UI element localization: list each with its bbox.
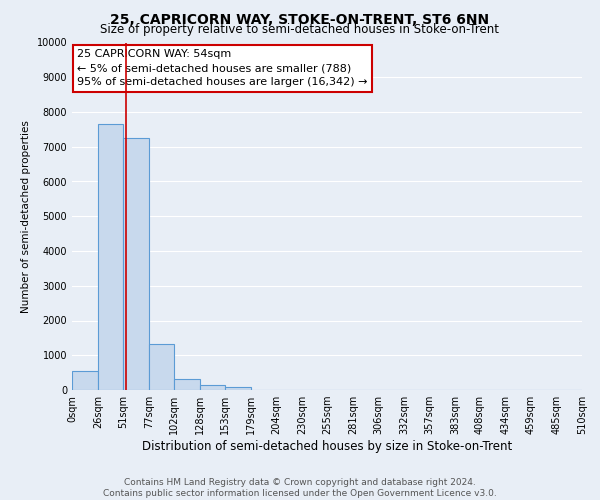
X-axis label: Distribution of semi-detached houses by size in Stoke-on-Trent: Distribution of semi-detached houses by … [142, 440, 512, 453]
Bar [149, 344, 174, 390]
Bar [200, 385, 225, 390]
Text: Size of property relative to semi-detached houses in Stoke-on-Trent: Size of property relative to semi-detach… [101, 22, 499, 36]
Bar [174, 378, 200, 390]
Text: 25, CAPRICORN WAY, STOKE-ON-TRENT, ST6 6NN: 25, CAPRICORN WAY, STOKE-ON-TRENT, ST6 6… [110, 12, 490, 26]
Text: 25 CAPRICORN WAY: 54sqm
← 5% of semi-detached houses are smaller (788)
95% of se: 25 CAPRICORN WAY: 54sqm ← 5% of semi-det… [77, 50, 368, 88]
Bar [123, 138, 149, 390]
Bar [98, 124, 123, 390]
Bar [225, 386, 251, 390]
Y-axis label: Number of semi-detached properties: Number of semi-detached properties [21, 120, 31, 312]
Bar [72, 371, 98, 390]
Text: Contains HM Land Registry data © Crown copyright and database right 2024.
Contai: Contains HM Land Registry data © Crown c… [103, 478, 497, 498]
